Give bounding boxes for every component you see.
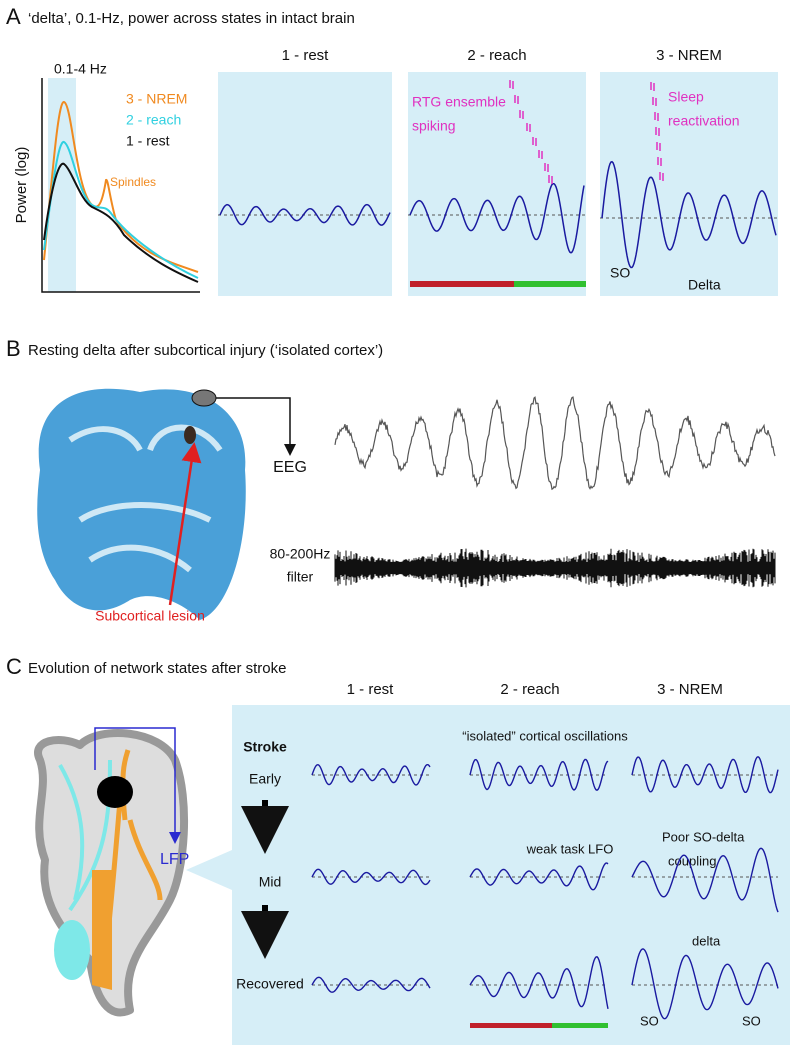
- row-label: Recovered: [236, 976, 304, 992]
- column-header: 2 - reach: [467, 47, 526, 64]
- nrem-trace: [631, 948, 779, 1020]
- electrode: [191, 389, 217, 407]
- nrem-box: [600, 72, 778, 296]
- weak-note: weak task LFO: [526, 841, 614, 856]
- stroke-box: [186, 705, 790, 1045]
- reach-trace: [409, 182, 585, 254]
- isolated-note: “isolated” cortical oscillations: [462, 728, 628, 743]
- delta-label: Delta: [688, 277, 721, 293]
- reach-bar-green: [552, 1023, 608, 1028]
- spike-raster: [655, 127, 660, 136]
- stroke-lesion: [97, 776, 133, 808]
- column-header: 3 - NREM: [656, 47, 722, 64]
- orange-nucleus: [92, 870, 112, 990]
- spindles-label: Spindles: [110, 175, 156, 189]
- panel-title: ‘delta’, 0.1-Hz, power across states in …: [28, 10, 355, 27]
- rest-trace: [311, 868, 431, 886]
- reach-spectrum: [43, 140, 199, 279]
- panel-letter: B: [6, 336, 21, 361]
- so-label: SO: [742, 1013, 761, 1028]
- nrem-note: Sleep: [668, 89, 704, 105]
- eeg-wire: [216, 397, 296, 456]
- spike-raster: [654, 112, 659, 121]
- poor-note: coupling: [668, 853, 716, 868]
- nrem-trace: [631, 847, 779, 913]
- reach-trace: [469, 758, 609, 791]
- spike-raster: [659, 172, 664, 181]
- lesion-arrow: [168, 442, 202, 606]
- rest-trace: [311, 763, 431, 786]
- reach-bar-red: [410, 281, 514, 287]
- lesion-label: Subcortical lesion: [95, 608, 205, 624]
- nrem-note: reactivation: [668, 113, 740, 129]
- spike-raster: [544, 163, 549, 172]
- spike-raster: [656, 142, 661, 151]
- spike-raster: [519, 110, 524, 119]
- column-header: 2 - reach: [500, 681, 559, 698]
- spike-raster: [657, 157, 662, 166]
- row-label: Mid: [259, 874, 282, 890]
- spectrum-axes: [41, 78, 200, 293]
- column-header: 1 - rest: [282, 47, 330, 64]
- reach-trace: [469, 862, 609, 891]
- filter-label: 80-200Hz: [270, 546, 331, 562]
- legend-entry: 1 - rest: [126, 133, 170, 149]
- spike-raster: [538, 150, 543, 159]
- y-axis-label: Power (log): [13, 147, 30, 224]
- spike-raster: [652, 97, 657, 106]
- lesion-mark: [184, 426, 196, 444]
- poor-note: Poor SO-delta: [662, 829, 745, 844]
- legend-entry: 3 - NREM: [126, 91, 187, 107]
- spike-raster: [532, 137, 537, 146]
- reach-trace: [469, 956, 609, 1010]
- spike-raster: [526, 123, 531, 132]
- lfp-wire: [94, 727, 181, 844]
- lfp-label: LFP: [160, 851, 189, 868]
- reach-bar-green: [514, 281, 586, 287]
- column-header: 3 - NREM: [657, 681, 723, 698]
- nrem-trace: [631, 756, 779, 794]
- rest-box: [218, 72, 392, 296]
- column-header: 1 - rest: [347, 681, 395, 698]
- reach-box: [408, 72, 586, 296]
- spike-raster: [514, 95, 519, 104]
- legend-entry: 2 - reach: [126, 112, 181, 128]
- rest-spectrum: [43, 162, 199, 283]
- band-label: 0.1-4 Hz: [54, 61, 107, 77]
- stroke-label: Stroke: [243, 739, 287, 755]
- eeg-trace: [334, 396, 776, 491]
- spike-raster: [650, 82, 655, 91]
- panel-title: Resting delta after subcortical injury (…: [28, 342, 383, 359]
- spike-raster: [509, 80, 514, 89]
- delta-label: delta: [692, 933, 721, 948]
- brain-folds: [68, 424, 223, 573]
- filter-label: filter: [287, 569, 314, 585]
- cyan-nucleus: [54, 920, 90, 980]
- rest-trace: [311, 976, 431, 993]
- filtered-trace: [334, 548, 776, 588]
- row-label: Early: [249, 771, 281, 787]
- so-label: SO: [610, 265, 630, 281]
- panel-letter: A: [6, 4, 21, 29]
- spike-raster: [548, 175, 553, 184]
- panel-letter: C: [6, 654, 22, 679]
- panel-title: Evolution of network states after stroke: [28, 660, 286, 677]
- reach-note: RTG ensemble: [412, 94, 506, 110]
- reach-bar-red: [470, 1023, 552, 1028]
- eeg-label: EEG: [273, 459, 307, 476]
- reach-note: spiking: [412, 118, 456, 134]
- nrem-trace: [601, 160, 777, 269]
- so-label: SO: [640, 1013, 659, 1028]
- rest-trace: [219, 203, 391, 226]
